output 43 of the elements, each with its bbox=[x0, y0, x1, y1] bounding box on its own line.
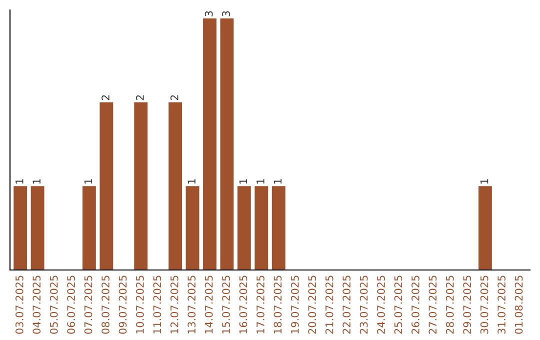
x-tick-label: 20.07.2025 bbox=[308, 276, 316, 334]
data-label: 1 bbox=[84, 179, 92, 184]
x-tick-label: 29.07.2025 bbox=[463, 276, 472, 334]
x-tick-label: 14.07.2025 bbox=[204, 276, 213, 334]
x-tick-label: 06.07.2025 bbox=[67, 276, 76, 334]
data-label: 1 bbox=[32, 179, 40, 184]
x-tick-label: 01.08.2025 bbox=[514, 276, 523, 334]
x-tick-label: 31.07.2025 bbox=[498, 276, 506, 334]
x-tick-label: 12.07.2025 bbox=[170, 276, 178, 334]
x-tick-label: 21.07.2025 bbox=[325, 276, 334, 334]
x-tick-label: 09.07.2025 bbox=[118, 276, 127, 334]
data-label: 1 bbox=[274, 179, 282, 184]
x-tick-label: 04.07.2025 bbox=[32, 276, 41, 334]
x-tick-label: 15.07.2025 bbox=[222, 276, 230, 334]
x-tick-label: 16.07.2025 bbox=[239, 276, 248, 334]
data-label: 3 bbox=[204, 11, 213, 16]
x-tick-label: 13.07.2025 bbox=[188, 276, 196, 334]
x-tick-label: 28.07.2025 bbox=[446, 276, 454, 334]
x-tick-label: 07.07.2025 bbox=[84, 276, 92, 334]
x-tick-label: 24.07.2025 bbox=[377, 276, 385, 334]
x-tick-label: 22.07.2025 bbox=[342, 276, 351, 334]
x-tick-label: 08.07.2025 bbox=[102, 276, 110, 334]
data-label: 2 bbox=[170, 95, 178, 100]
data-label: 1 bbox=[16, 179, 24, 184]
x-tick-label: 18.07.2025 bbox=[274, 276, 282, 334]
data-label: 1 bbox=[256, 179, 264, 184]
data-label: 1 bbox=[188, 179, 196, 184]
x-tick-label: 26.07.2025 bbox=[412, 276, 420, 334]
data-label: 2 bbox=[136, 95, 144, 100]
x-tick-label: 25.07.2025 bbox=[394, 276, 402, 334]
x-tick-label: 03.07.2025 bbox=[15, 276, 24, 334]
data-label: 1 bbox=[239, 179, 248, 184]
x-tick-label: 19.07.2025 bbox=[290, 276, 299, 334]
x-tick-label: 17.07.2025 bbox=[256, 276, 264, 334]
data-label: 2 bbox=[102, 95, 110, 100]
data-label: 1 bbox=[480, 179, 488, 184]
x-tick-label: 10.07.2025 bbox=[136, 276, 144, 334]
x-tick-label: 11.07.2025 bbox=[153, 276, 162, 334]
x-tick-label: 27.07.2025 bbox=[428, 276, 437, 334]
data-label: 3 bbox=[222, 11, 230, 16]
x-tick-label: 30.07.2025 bbox=[480, 276, 488, 334]
x-tick-label: 23.07.2025 bbox=[360, 276, 368, 334]
x-tick-label: 05.07.2025 bbox=[50, 276, 58, 334]
